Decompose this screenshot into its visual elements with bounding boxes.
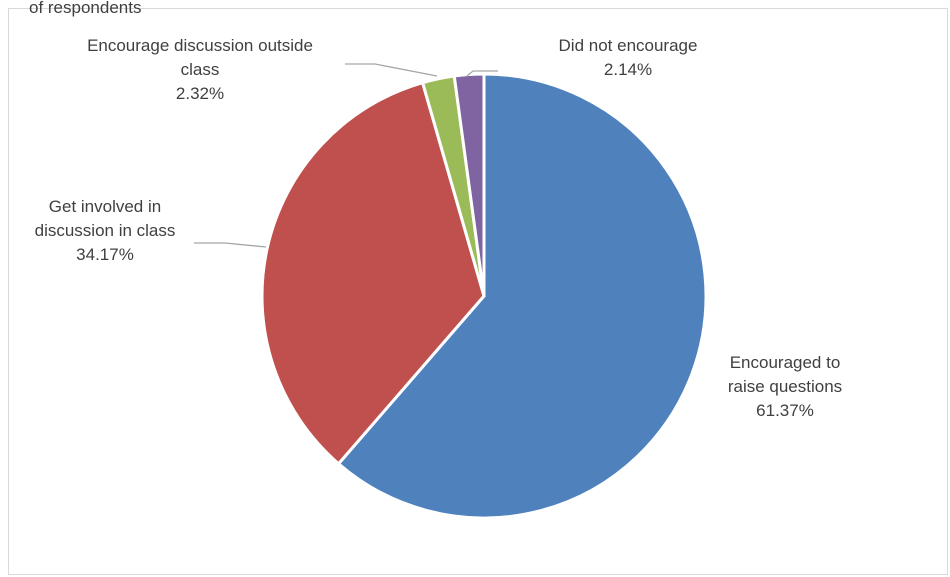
slice-category-label-1-line-2: raise questions bbox=[728, 377, 842, 396]
leader-line-2 bbox=[194, 242, 267, 248]
slice-value-label-3: 2.32% bbox=[176, 84, 224, 103]
slice-category-label-3-line-2: class bbox=[181, 60, 220, 79]
slice-value-label-4: 2.14% bbox=[604, 60, 652, 79]
leader-line-3 bbox=[345, 63, 438, 77]
chart-header-partial-text: of respondents bbox=[29, 0, 142, 17]
leader-line-4 bbox=[466, 70, 498, 77]
slice-category-label-2-line-1: Get involved in bbox=[49, 197, 161, 216]
slice-category-label-1-line-1: Encouraged to bbox=[730, 353, 841, 372]
slice-category-label-2-line-2: discussion in class bbox=[35, 221, 176, 240]
pie-slice-1 bbox=[337, 72, 708, 520]
slice-value-label-2: 34.17% bbox=[76, 245, 134, 264]
slice-value-label-1: 61.37% bbox=[756, 401, 814, 420]
slice-category-label-3-line-1: Encourage discussion outside bbox=[87, 36, 313, 55]
slice-category-label-4-line-1: Did not encourage bbox=[559, 36, 698, 55]
pie-slice-2 bbox=[260, 81, 486, 466]
